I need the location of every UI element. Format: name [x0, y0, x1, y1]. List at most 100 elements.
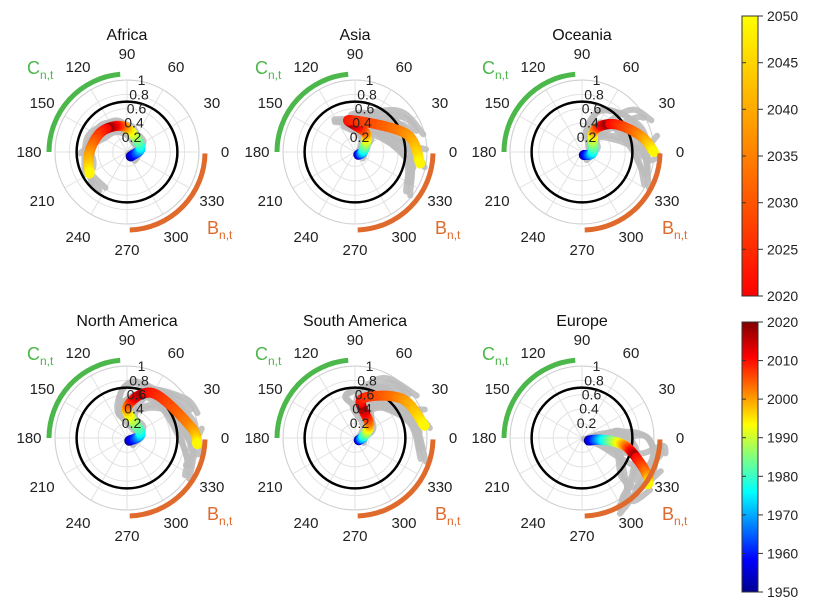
c-arc — [274, 357, 349, 439]
r-tick-label: 1 — [366, 72, 374, 88]
b-arc — [129, 439, 208, 519]
polar-spoke — [545, 89, 583, 153]
colored-trajectory — [353, 390, 430, 446]
c-arc-label: Cn,t — [27, 344, 54, 368]
theta-tick-label: 240 — [293, 229, 318, 246]
polar-spoke — [354, 437, 392, 501]
polar-spoke — [292, 401, 356, 439]
polar-spoke — [519, 437, 583, 475]
theta-tick-label: 60 — [168, 59, 185, 76]
theta-tick-label: 60 — [623, 345, 640, 362]
theta-tick-label: 240 — [65, 229, 90, 246]
theta-tick-label: 210 — [30, 193, 55, 210]
theta-tick-label: 330 — [654, 479, 679, 496]
theta-tick-label: 0 — [221, 430, 229, 447]
theta-tick-label: 90 — [347, 46, 364, 63]
r-tick-label: 0.2 — [122, 415, 142, 431]
theta-tick-label: 30 — [204, 95, 221, 112]
theta-tick-label: 180 — [471, 144, 496, 161]
theta-tick-label: 90 — [119, 332, 136, 349]
theta-tick-label: 120 — [293, 59, 318, 76]
polar-spoke — [581, 401, 645, 439]
polar-spoke — [519, 401, 583, 439]
theta-tick-label: 270 — [114, 528, 139, 545]
theta-tick-label: 270 — [114, 242, 139, 259]
b-arc — [129, 153, 208, 233]
r-tick-label: 1 — [366, 358, 374, 374]
polar-spoke — [292, 151, 356, 189]
polar-spoke — [64, 401, 128, 439]
colorbars: 2050 2045 2040 2035 2030 2025 2020 2020 2010 2000… — [741, 8, 798, 600]
theta-tick-label: 150 — [258, 95, 283, 112]
theta-tick-label: 120 — [65, 59, 90, 76]
r-tick-label: 0.4 — [579, 115, 599, 131]
theta-tick-label: 330 — [199, 479, 224, 496]
b-arc — [584, 439, 663, 519]
r-tick-label: 0.4 — [579, 401, 599, 417]
r-tick-label: 0.8 — [129, 372, 149, 388]
b-arc-label: Bn,t — [435, 218, 461, 242]
panel-title: Europe — [556, 313, 608, 330]
b-arc-label: Bn,t — [207, 504, 233, 528]
colorbar-tick-label: 1950 — [767, 584, 798, 600]
r-tick-label: 1 — [138, 358, 146, 374]
reference-circle — [303, 100, 407, 204]
reference-circle — [75, 100, 179, 204]
r-tick-label: 0.6 — [127, 387, 147, 403]
r-tick-label: 0.2 — [122, 129, 142, 145]
theta-tick-label: 210 — [485, 479, 510, 496]
theta-tick-label: 330 — [427, 479, 452, 496]
panel-north-america: North America 0.20.40.60.81 0 30 60 90 120 150 1… — [16, 313, 233, 545]
c-arc — [501, 71, 576, 153]
polar-spoke — [90, 437, 128, 501]
reference-circle — [530, 386, 634, 490]
r-tick-label: 0.2 — [350, 129, 370, 145]
theta-tick-label: 30 — [659, 95, 676, 112]
r-tick-label: 0.8 — [129, 86, 149, 102]
polar-spoke — [354, 151, 392, 215]
colorbar-tick-label: 2010 — [767, 353, 798, 369]
polar-panels: Africa0.20.40.60.81030609012015018021024… — [16, 27, 688, 545]
theta-tick-label: 240 — [520, 229, 545, 246]
theta-tick-label: 180 — [16, 144, 41, 161]
panel-title: Oceania — [552, 27, 612, 44]
c-arc-label: Cn,t — [27, 58, 54, 82]
theta-tick-label: 150 — [30, 381, 55, 398]
polar-spoke — [581, 375, 619, 439]
theta-tick-label: 30 — [432, 95, 449, 112]
reference-circle — [75, 386, 179, 490]
polar-spoke — [318, 437, 356, 501]
r-tick-label: 0.6 — [355, 387, 375, 403]
theta-tick-label: 90 — [574, 46, 591, 63]
theta-tick-label: 270 — [342, 528, 367, 545]
colorbar-tick-label: 1960 — [767, 545, 798, 561]
theta-tick-label: 330 — [654, 193, 679, 210]
theta-tick-label: 120 — [65, 345, 90, 362]
theta-tick-label: 330 — [199, 193, 224, 210]
theta-tick-label: 0 — [676, 430, 684, 447]
theta-tick-label: 300 — [391, 229, 416, 246]
r-tick-label: 0.2 — [577, 415, 597, 431]
theta-tick-label: 60 — [623, 59, 640, 76]
theta-tick-label: 150 — [30, 95, 55, 112]
panel-europe: Europe 0.20.40.60.81 0 30 60 90 120 150 180 210 24… — [471, 313, 688, 545]
r-tick-label: 0.4 — [124, 401, 144, 417]
colorbar-tick-label: 2000 — [767, 391, 798, 407]
colorbar-tick-label: 1970 — [767, 507, 798, 523]
theta-tick-label: 270 — [342, 242, 367, 259]
c-arc-label: Cn,t — [482, 344, 509, 368]
colorbar-tick-label: 1990 — [767, 430, 798, 446]
theta-tick-label: 240 — [520, 515, 545, 532]
theta-tick-label: 240 — [293, 515, 318, 532]
panel-title: Africa — [107, 27, 148, 44]
polar-outer-ring — [54, 79, 200, 225]
polar-spoke — [318, 151, 356, 215]
c-arc — [501, 357, 576, 439]
theta-tick-label: 300 — [618, 515, 643, 532]
theta-tick-label: 30 — [432, 381, 449, 398]
c-arc-label: Cn,t — [255, 344, 282, 368]
trajectory-segment — [648, 146, 659, 157]
r-tick-label: 1 — [593, 358, 601, 374]
b-arc — [357, 439, 436, 519]
panel-africa: Africa 0.20.40.60.81 0 30 60 90 120 150 180 210 24… — [16, 27, 233, 259]
